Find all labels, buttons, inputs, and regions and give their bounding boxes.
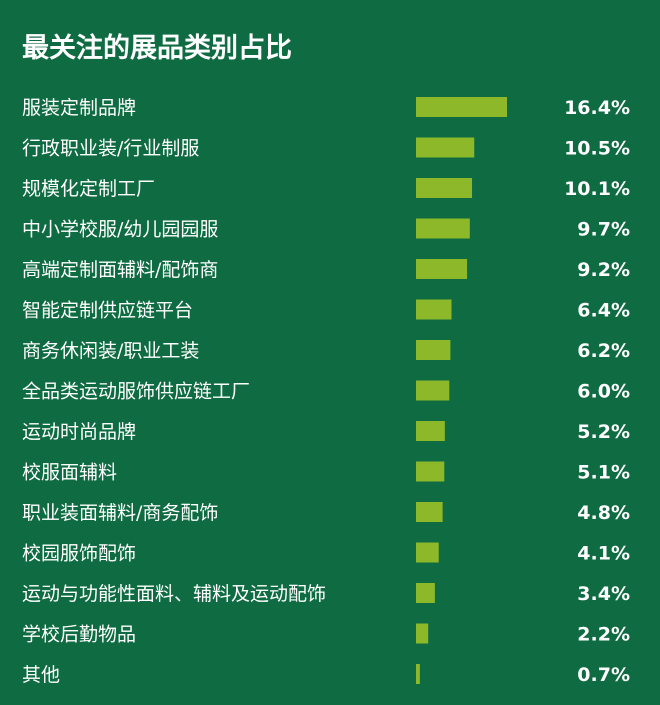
chart-title: 最关注的展品类别占比 [22, 32, 292, 64]
category-label: 高端定制面辅料/配饰商 [22, 259, 218, 281]
category-label: 其他 [22, 664, 60, 686]
value-label: 2.2% [577, 624, 630, 646]
category-label: 中小学校服/幼儿园园服 [22, 219, 218, 241]
value-label: 0.7% [577, 664, 630, 686]
value-label: 10.5% [564, 138, 630, 160]
value-label: 6.0% [577, 381, 630, 403]
category-label: 学校后勤物品 [22, 624, 136, 646]
bar [416, 583, 435, 603]
bar [416, 137, 475, 158]
category-label: 运动与功能性面料、辅料及运动配饰 [22, 583, 326, 605]
value-label: 3.4% [577, 583, 630, 605]
bar [416, 664, 420, 684]
value-label: 4.8% [577, 502, 630, 524]
category-label: 规模化定制工厂 [22, 178, 155, 200]
category-label: 行政职业装/行业制服 [22, 138, 199, 160]
category-label: 智能定制供应链平台 [22, 300, 193, 322]
bar [416, 218, 470, 239]
bar [416, 461, 445, 482]
value-label: 6.4% [577, 300, 630, 322]
category-label: 全品类运动服饰供应链工厂 [22, 381, 250, 403]
value-label: 5.2% [577, 421, 630, 443]
category-label: 商务休闲装/职业工装 [22, 340, 199, 362]
bar-rows: 服装定制品牌 16.4% 行政职业装/行业制服 10.5% 规模化定制工厂 10.1% 中小… [22, 97, 630, 686]
category-label: 职业装面辅料/商务配饰 [22, 502, 218, 524]
bar [416, 97, 507, 117]
category-label: 运动时尚品牌 [22, 421, 136, 443]
value-label: 4.1% [577, 543, 630, 565]
bar [416, 542, 439, 563]
value-label: 16.4% [564, 97, 630, 119]
bar [416, 623, 429, 644]
bar [416, 259, 468, 279]
category-label: 服装定制品牌 [22, 97, 136, 119]
value-label: 9.7% [577, 219, 630, 241]
bar [416, 421, 445, 441]
bar [416, 502, 443, 522]
value-label: 10.1% [564, 178, 630, 200]
bar [416, 299, 452, 320]
value-label: 5.1% [577, 462, 630, 484]
value-label: 6.2% [577, 340, 630, 362]
value-label: 9.2% [577, 259, 630, 281]
category-label: 校园服饰配饰 [22, 543, 136, 565]
category-label: 校服面辅料 [22, 462, 117, 484]
bar [416, 178, 473, 198]
bar [416, 380, 450, 401]
bar [416, 340, 451, 360]
